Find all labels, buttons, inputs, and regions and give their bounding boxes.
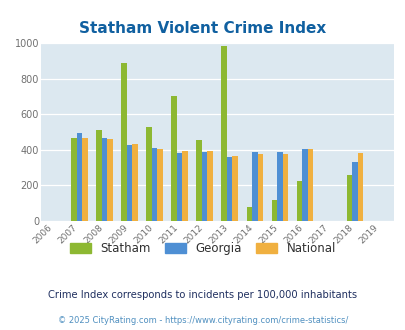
Bar	[246, 207, 252, 221]
Bar	[346, 175, 352, 221]
Bar	[102, 138, 107, 221]
Bar	[226, 157, 232, 221]
Bar	[276, 152, 282, 221]
Bar	[96, 130, 102, 221]
Bar	[301, 149, 307, 221]
Bar	[71, 138, 77, 221]
Text: Crime Index corresponds to incidents per 100,000 inhabitants: Crime Index corresponds to incidents per…	[48, 290, 357, 300]
Bar	[232, 155, 237, 221]
Bar	[107, 139, 113, 221]
Bar	[126, 145, 132, 221]
Bar	[221, 47, 226, 221]
Bar	[171, 96, 177, 221]
Bar	[132, 144, 137, 221]
Bar	[307, 149, 312, 221]
Bar	[296, 181, 301, 221]
Bar	[201, 152, 207, 221]
Text: Statham Violent Crime Index: Statham Violent Crime Index	[79, 21, 326, 36]
Bar	[357, 153, 362, 221]
Bar	[121, 63, 126, 221]
Bar	[82, 138, 87, 221]
Bar	[252, 152, 257, 221]
Bar	[352, 162, 357, 221]
Bar	[257, 154, 262, 221]
Legend: Statham, Georgia, National: Statham, Georgia, National	[65, 237, 340, 260]
Bar	[146, 127, 151, 221]
Bar	[282, 154, 288, 221]
Bar	[207, 151, 213, 221]
Bar	[157, 149, 162, 221]
Bar	[77, 133, 82, 221]
Bar	[271, 200, 276, 221]
Bar	[177, 153, 182, 221]
Text: © 2025 CityRating.com - https://www.cityrating.com/crime-statistics/: © 2025 CityRating.com - https://www.city…	[58, 316, 347, 325]
Bar	[196, 140, 201, 221]
Bar	[182, 151, 188, 221]
Bar	[151, 148, 157, 221]
